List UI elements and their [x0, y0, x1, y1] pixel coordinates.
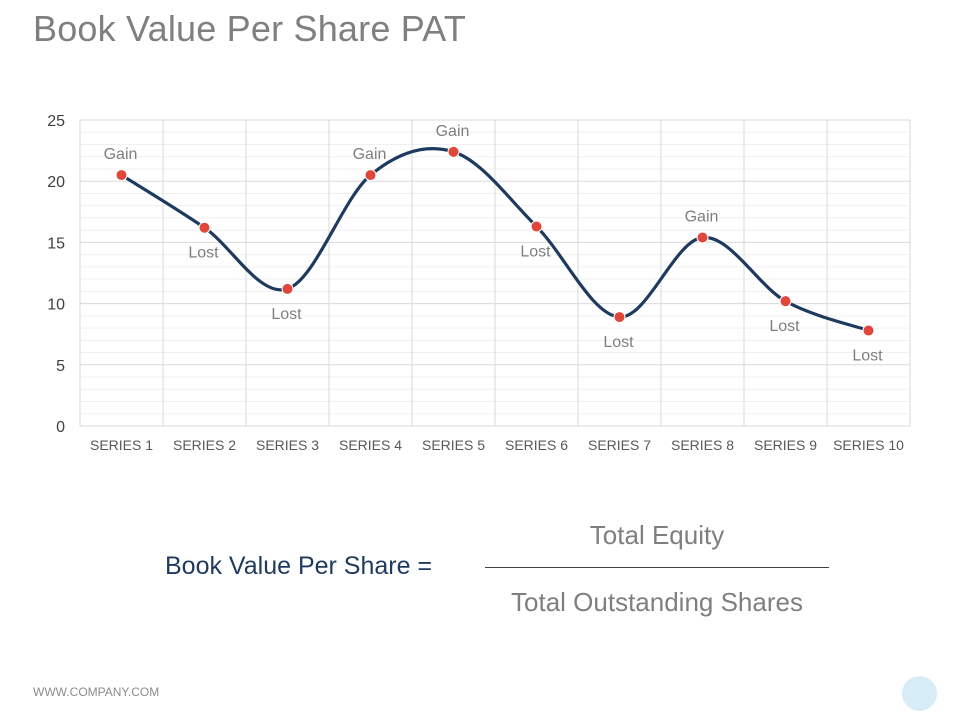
- x-category-label: SERIES 7: [588, 437, 651, 453]
- series-line: [119, 147, 871, 333]
- data-label: Gain: [685, 209, 719, 226]
- page-title: Book Value Per Share PAT: [33, 8, 467, 49]
- data-label: Lost: [603, 334, 634, 351]
- data-label: Lost: [852, 348, 883, 365]
- x-category-label: SERIES 3: [256, 437, 319, 453]
- y-tick-label: 10: [47, 297, 65, 314]
- formula-fraction-bar: [485, 567, 829, 568]
- data-label: Gain: [353, 146, 387, 163]
- data-point: [530, 220, 543, 233]
- x-category-label: SERIES 1: [90, 437, 153, 453]
- data-point: [281, 282, 294, 295]
- x-category-label: SERIES 8: [671, 437, 734, 453]
- y-axis-ticks: 0 5 10 15 20 25: [47, 113, 65, 436]
- data-label: Lost: [769, 318, 800, 335]
- data-point: [364, 169, 377, 182]
- data-label: Lost: [188, 245, 219, 262]
- x-category-label: SERIES 2: [173, 437, 236, 453]
- formula-lhs: Book Value Per Share =: [165, 552, 433, 580]
- series-markers: [115, 145, 875, 337]
- data-point: [198, 221, 211, 234]
- data-point: [447, 145, 460, 158]
- data-label: Gain: [436, 123, 470, 140]
- data-label: Gain: [104, 146, 138, 163]
- formula-numerator: Total Equity: [589, 520, 725, 550]
- y-tick-label: 25: [47, 113, 65, 130]
- data-label: Lost: [271, 306, 302, 323]
- y-tick-label: 15: [47, 235, 65, 252]
- footer-website: WWW.COMPANY.COM: [33, 685, 160, 699]
- y-tick-label: 20: [47, 174, 65, 191]
- data-point: [862, 324, 875, 337]
- data-point: [613, 311, 626, 324]
- data-label: Lost: [520, 243, 551, 260]
- x-category-label: SERIES 5: [422, 437, 485, 453]
- point-labels: Gain Lost Lost Gain Gain Lost Lost Gain Lost Lost: [104, 123, 884, 365]
- data-point: [696, 231, 709, 244]
- chart-grid: [79, 119, 911, 427]
- x-axis-ticks: SERIES 1 SERIES 2 SERIES 3 SERIES 4 SERIES 5…: [90, 437, 904, 453]
- formula-denominator: Total Outstanding Shares: [511, 587, 803, 617]
- x-category-label: SERIES 6: [505, 437, 568, 453]
- x-category-label: SERIES 9: [754, 437, 817, 453]
- y-tick-label: 5: [56, 358, 65, 375]
- x-category-label: SERIES 10: [833, 437, 904, 453]
- x-category-label: SERIES 4: [339, 437, 402, 453]
- y-tick-label: 0: [56, 419, 65, 436]
- data-point: [115, 169, 128, 182]
- decorative-circle-icon: [902, 676, 937, 711]
- data-point: [779, 295, 792, 308]
